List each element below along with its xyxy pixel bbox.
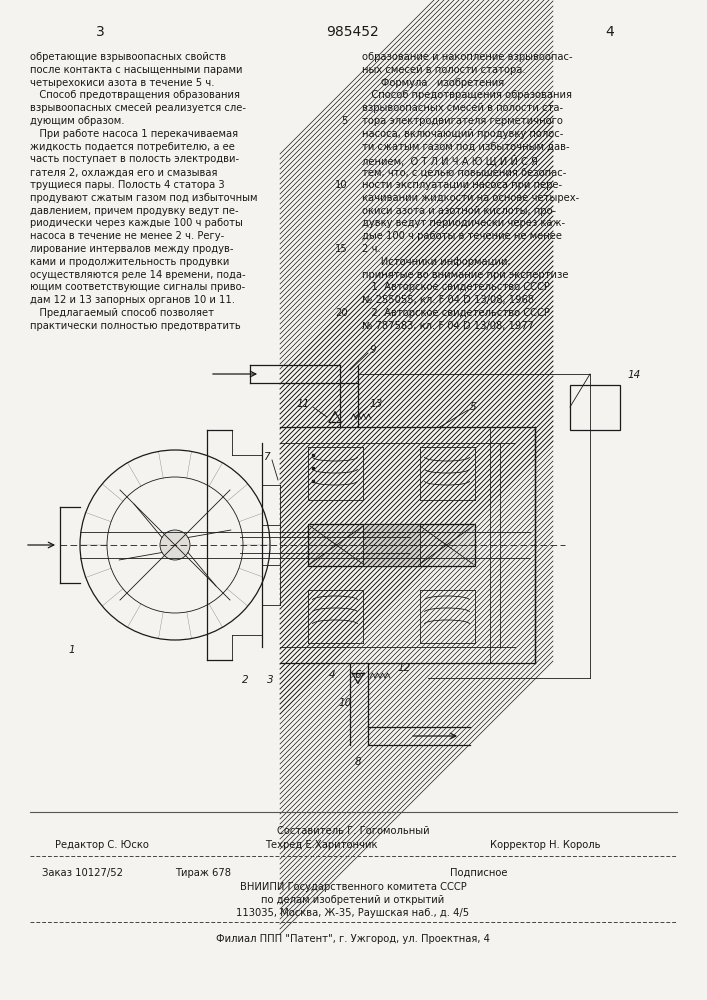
Text: 3: 3 [95,25,105,39]
Text: трущиеся пары. Полость 4 статора 3: трущиеся пары. Полость 4 статора 3 [30,180,225,190]
Text: Составитель Г. Гогомольный: Составитель Г. Гогомольный [276,826,429,836]
Text: давлением, причем продувку ведут пе-: давлением, причем продувку ведут пе- [30,206,239,216]
Text: взрывоопасных смесей в полости ста-: взрывоопасных смесей в полости ста- [362,103,563,113]
Text: 10: 10 [339,698,351,708]
Text: Заказ 10127/52: Заказ 10127/52 [42,868,123,878]
Text: часть поступает в полость электродви-: часть поступает в полость электродви- [30,154,239,164]
Text: ВНИИПИ Государственного комитета СССР: ВНИИПИ Государственного комитета СССР [240,882,467,892]
Text: 12: 12 [398,663,411,673]
Text: насоса, включающий продувку полос-: насоса, включающий продувку полос- [362,129,563,139]
Text: по делам изобретений и открытий: по делам изобретений и открытий [262,895,445,905]
Text: после контакта с насыщенными парами: после контакта с насыщенными парами [30,65,243,75]
Text: принятые во внимание при экспертизе: принятые во внимание при экспертизе [362,270,568,280]
Text: взрывоопасных смесей реализуется сле-: взрывоопасных смесей реализуется сле- [30,103,246,113]
Text: 9: 9 [370,345,377,355]
Text: риодически через каждые 100 ч работы: риодически через каждые 100 ч работы [30,218,243,228]
Text: 1: 1 [69,645,75,655]
Text: Филиал ППП "Патент", г. Ужгород, ул. Проектная, 4: Филиал ППП "Патент", г. Ужгород, ул. Про… [216,934,490,944]
Text: 6: 6 [355,670,361,680]
Text: тора электродвигателя герметичного: тора электродвигателя герметичного [362,116,563,126]
Text: лирование интервалов между продув-: лирование интервалов между продув- [30,244,233,254]
Text: 20: 20 [335,308,348,318]
Text: дам 12 и 13 запорных органов 10 и 11.: дам 12 и 13 запорных органов 10 и 11. [30,295,235,305]
Text: Предлагаемый способ позволяет: Предлагаемый способ позволяет [30,308,214,318]
Text: гателя 2, охлаждая его и смазывая: гателя 2, охлаждая его и смазывая [30,167,218,177]
Text: лением,  О Т Л И Ч А Ю Щ И Й С Я: лением, О Т Л И Ч А Ю Щ И Й С Я [362,154,538,166]
Text: Способ предотвращения образования: Способ предотвращения образования [30,90,240,100]
Text: 1. Авторское свидетельство СССР: 1. Авторское свидетельство СССР [362,282,550,292]
Text: 113035, Москва, Ж-35, Раушская наб., д. 4/5: 113035, Москва, Ж-35, Раушская наб., д. … [236,908,469,918]
Text: Способ предотвращения образования: Способ предотвращения образования [362,90,572,100]
Text: практически полностью предотвратить: практически полностью предотвратить [30,321,241,331]
Text: 10: 10 [335,180,348,190]
Text: 8: 8 [355,757,361,767]
Text: Формула   изобретения: Формула изобретения [362,78,504,88]
Text: дующим образом.: дующим образом. [30,116,124,126]
Text: продувают сжатым газом под избыточным: продувают сжатым газом под избыточным [30,193,257,203]
Text: насоса в течение не менее 2 ч. Регу-: насоса в течение не менее 2 ч. Регу- [30,231,224,241]
Text: 7: 7 [264,452,270,462]
Text: 13: 13 [370,399,383,409]
Text: качивании жидкости на основе четырех-: качивании жидкости на основе четырех- [362,193,579,203]
Text: дые 100 ч работы в течение не менее: дые 100 ч работы в течение не менее [362,231,562,241]
Text: Редактор С. Юско: Редактор С. Юско [55,840,149,850]
Text: ных смесей в полости статора.: ных смесей в полости статора. [362,65,525,75]
Text: Тираж 678: Тираж 678 [175,868,231,878]
Text: 5: 5 [470,402,477,412]
Text: окиси азота и азотной кислоты, про-: окиси азота и азотной кислоты, про- [362,206,556,216]
Text: 2 ч.: 2 ч. [362,244,381,254]
Text: ти сжатым газом под избыточным дав-: ти сжатым газом под избыточным дав- [362,142,570,152]
Text: 14: 14 [628,370,641,380]
Text: 985452: 985452 [327,25,380,39]
Text: ности эксплуатации насоса при пере-: ности эксплуатации насоса при пере- [362,180,562,190]
Text: обретающие взрывоопасных свойств: обретающие взрывоопасных свойств [30,52,226,62]
Text: осуществляются реле 14 времени, пода-: осуществляются реле 14 времени, пода- [30,270,245,280]
Text: четырехокиси азота в течение 5 ч.: четырехокиси азота в течение 5 ч. [30,78,214,88]
Text: 15: 15 [335,244,348,254]
Text: образование и накопление взрывоопас-: образование и накопление взрывоопас- [362,52,573,62]
Bar [363,524,420,566]
Text: ющим соответствующие сигналы приво-: ющим соответствующие сигналы приво- [30,282,245,292]
Text: № 787583, кл. F 04 D 13/08, 1977.: № 787583, кл. F 04 D 13/08, 1977. [362,321,537,331]
Text: Источники информации,: Источники информации, [362,257,510,267]
Circle shape [160,530,190,560]
Text: 5: 5 [341,116,348,126]
Text: При работе насоса 1 перекачиваемая: При работе насоса 1 перекачиваемая [30,129,238,139]
Text: Подписное: Подписное [450,868,508,878]
Text: 2: 2 [242,675,248,685]
Text: № 255055, кл. F 04 D 13/08, 1968.: № 255055, кл. F 04 D 13/08, 1968. [362,295,537,305]
Text: 4: 4 [329,670,335,680]
Bar [308,524,475,566]
Text: жидкость подается потребителю, а ее: жидкость подается потребителю, а ее [30,142,235,152]
Text: тем, что, с целью повышения безопас-: тем, что, с целью повышения безопас- [362,167,566,177]
Text: Корректор Н. Король: Корректор Н. Король [490,840,600,850]
Text: дувку ведут периодически через каж-: дувку ведут периодически через каж- [362,218,565,228]
Bar [570,385,620,430]
Text: 2. Авторское свидетельство СССР: 2. Авторское свидетельство СССР [362,308,550,318]
Text: 11: 11 [297,399,310,409]
Text: 3: 3 [267,675,274,685]
Text: 4: 4 [606,25,614,39]
Text: Техред Е.Харитончик: Техред Е.Харитончик [265,840,378,850]
Text: ками и продолжительность продувки: ками и продолжительность продувки [30,257,229,267]
